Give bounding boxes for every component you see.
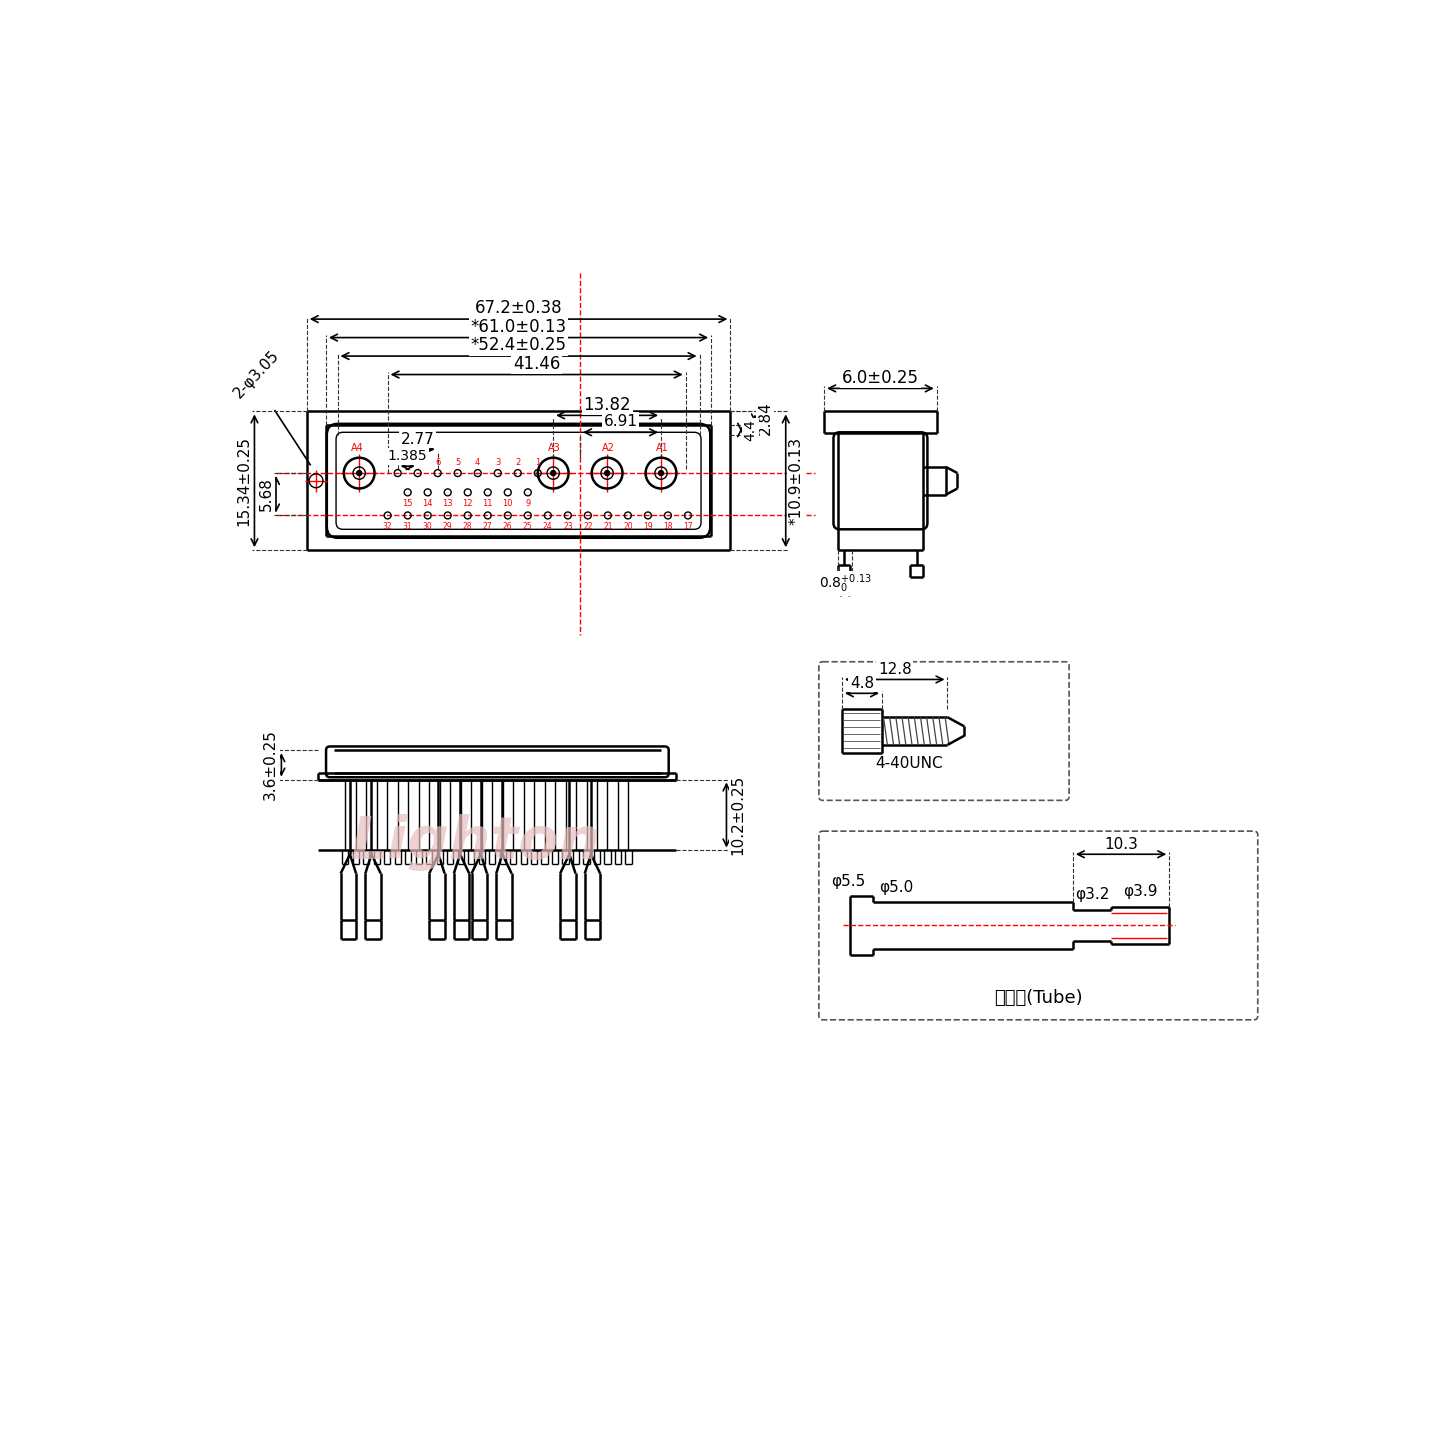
Text: 31: 31 [403,521,412,530]
Text: A2: A2 [602,444,615,454]
Text: 23: 23 [563,521,573,530]
Text: φ3.2: φ3.2 [1076,887,1109,903]
Text: 3.6±0.25: 3.6±0.25 [264,730,278,801]
Text: 10: 10 [503,498,513,507]
FancyBboxPatch shape [325,746,668,778]
Text: 5: 5 [455,458,461,467]
Text: 4.8: 4.8 [850,675,874,691]
Text: A1: A1 [657,444,670,454]
Text: 14: 14 [422,498,433,507]
Text: 27: 27 [482,521,492,530]
Text: 41.46: 41.46 [513,354,560,373]
Text: 2: 2 [516,458,520,467]
Text: 屏蔽管(Tube): 屏蔽管(Tube) [994,989,1083,1007]
Text: 24: 24 [543,521,553,530]
Text: 21: 21 [603,521,612,530]
Text: 30: 30 [423,521,432,530]
Circle shape [552,471,556,475]
Text: 6: 6 [435,458,441,467]
Text: 4.4: 4.4 [743,419,757,441]
Text: 2-φ3.05: 2-φ3.05 [230,347,282,400]
Text: 9: 9 [526,498,530,507]
FancyBboxPatch shape [327,423,710,537]
FancyBboxPatch shape [834,432,927,530]
Text: 10.2±0.25: 10.2±0.25 [730,775,746,855]
Text: 18: 18 [664,521,672,530]
Text: 13.82: 13.82 [583,396,631,413]
Text: 15.34±0.25: 15.34±0.25 [236,436,251,526]
Text: 11: 11 [482,498,492,507]
Text: 4: 4 [475,458,481,467]
Text: 2.84: 2.84 [757,402,772,435]
Text: 6.0±0.25: 6.0±0.25 [842,369,919,386]
Text: 0.8$^{+0.13}_{0}$: 0.8$^{+0.13}_{0}$ [818,572,871,595]
Circle shape [660,471,662,475]
Text: 5.68: 5.68 [259,477,274,511]
Text: *61.0±0.13: *61.0±0.13 [471,318,566,336]
Text: 17: 17 [683,521,693,530]
Text: φ3.9: φ3.9 [1123,884,1158,900]
Text: 67.2±0.38: 67.2±0.38 [475,300,563,317]
Text: 12.8: 12.8 [878,662,912,677]
Text: A3: A3 [549,444,562,454]
Text: 32: 32 [383,521,393,530]
Text: 1: 1 [536,458,540,467]
Text: *10.9±0.13: *10.9±0.13 [789,436,804,524]
Text: 19: 19 [644,521,652,530]
Text: 3: 3 [495,458,501,467]
Text: φ5.5: φ5.5 [831,874,865,888]
Text: 10.3: 10.3 [1104,837,1138,851]
Text: 28: 28 [464,521,472,530]
Text: Lighton: Lighton [351,814,602,871]
Text: φ5.0: φ5.0 [878,880,913,894]
Circle shape [605,471,609,475]
Text: 29: 29 [444,521,452,530]
Text: 6.91: 6.91 [603,415,638,429]
Text: A4: A4 [351,444,364,454]
Text: 12: 12 [462,498,472,507]
Text: 25: 25 [523,521,533,530]
Text: 13: 13 [442,498,454,507]
Text: 26: 26 [503,521,513,530]
Text: 20: 20 [624,521,632,530]
Text: 22: 22 [583,521,593,530]
Text: 4-40UNC: 4-40UNC [876,756,943,770]
Circle shape [357,471,361,475]
Text: *52.4±0.25: *52.4±0.25 [471,337,566,354]
Text: 2.77: 2.77 [400,432,435,446]
Text: 15: 15 [402,498,413,507]
Text: 8: 8 [395,458,400,467]
Text: 1.385: 1.385 [387,449,428,464]
Text: 7: 7 [415,458,420,467]
